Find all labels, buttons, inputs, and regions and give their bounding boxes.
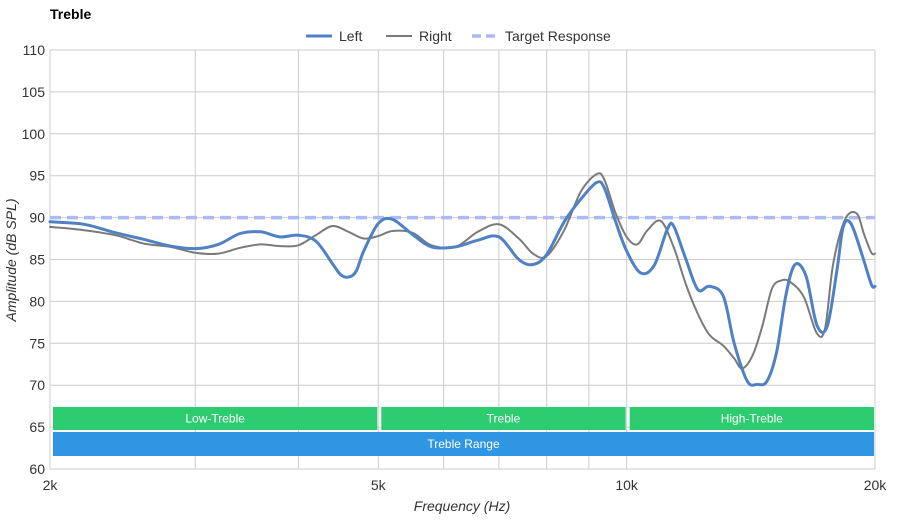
- y-axis-label: Amplitude (dB SPL): [3, 199, 19, 323]
- range-band: [629, 407, 874, 430]
- y-tick-label: 75: [29, 335, 45, 351]
- legend-label: Right: [419, 28, 452, 44]
- range-band: [53, 407, 378, 430]
- y-tick-label: 60: [29, 461, 45, 477]
- x-tick-label: 10k: [615, 477, 639, 493]
- range-band-label: Low-Treble: [185, 412, 245, 426]
- y-tick-label: 70: [29, 377, 45, 393]
- x-tick-label: 5k: [371, 477, 387, 493]
- legend: Left Right Target Response: [306, 28, 611, 44]
- grid: [49, 49, 876, 470]
- y-tick-label: 95: [29, 168, 45, 184]
- x-tick-label: 2k: [43, 477, 59, 493]
- y-tick-label: 85: [29, 252, 45, 268]
- x-tick-labels: 2k 5k 10k 20k: [43, 477, 888, 493]
- legend-label: Target Response: [505, 28, 611, 44]
- range-band: [53, 432, 874, 456]
- x-axis-label: Frequency (Hz): [414, 498, 510, 514]
- series-line-right: [49, 172, 876, 370]
- range-band-label: Treble Range: [427, 437, 500, 451]
- series-line-left: [48, 180, 877, 387]
- y-tick-label: 110: [23, 42, 46, 58]
- range-band: [381, 407, 626, 430]
- range-bands: Low-Treble Treble High-Treble Treble Range: [53, 407, 874, 456]
- range-band-label: High-Treble: [721, 412, 784, 426]
- y-tick-label: 100: [22, 126, 46, 142]
- x-tick-label: 20k: [864, 477, 888, 493]
- range-band-label: Treble: [487, 412, 521, 426]
- y-tick-label: 80: [29, 293, 45, 309]
- y-tick-label: 90: [29, 210, 45, 226]
- chart-title: Treble: [50, 6, 91, 22]
- y-tick-label: 65: [29, 419, 45, 435]
- legend-label: Left: [339, 28, 362, 44]
- y-tick-labels: 60 65 70 75 80 85 90 95 100 105 110: [22, 42, 46, 477]
- series-lines: [48, 172, 877, 387]
- y-tick-label: 105: [22, 84, 46, 100]
